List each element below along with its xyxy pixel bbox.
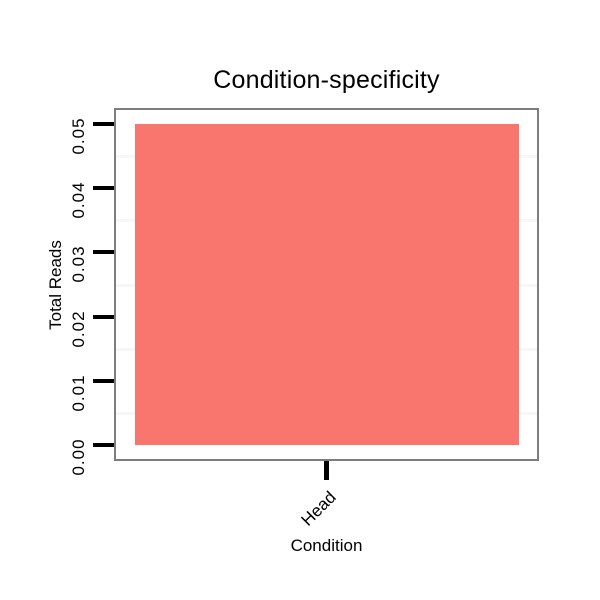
y-tick [93, 314, 114, 319]
x-axis-tick [324, 461, 329, 480]
x-tick-label-head: Head [297, 487, 340, 530]
y-tick [93, 378, 114, 383]
plot-panel [114, 108, 539, 461]
chart-title: Condition-specificity [213, 66, 440, 94]
y-tick [93, 443, 114, 447]
y-tick-label: 0.01 [69, 374, 88, 412]
x-axis-title: Condition [290, 536, 363, 555]
y-tick [93, 250, 114, 255]
y-tick-label: 0.02 [69, 310, 88, 348]
y-tick [93, 122, 114, 126]
y-tick [93, 186, 114, 191]
y-tick-label: 0.00 [69, 438, 88, 476]
y-tick-label: 0.03 [69, 245, 88, 283]
y-tick-label: 0.05 [69, 117, 88, 155]
y-tick-label: 0.04 [69, 181, 88, 219]
bar-head [135, 124, 519, 445]
y-axis-title: Total Reads [46, 240, 65, 330]
